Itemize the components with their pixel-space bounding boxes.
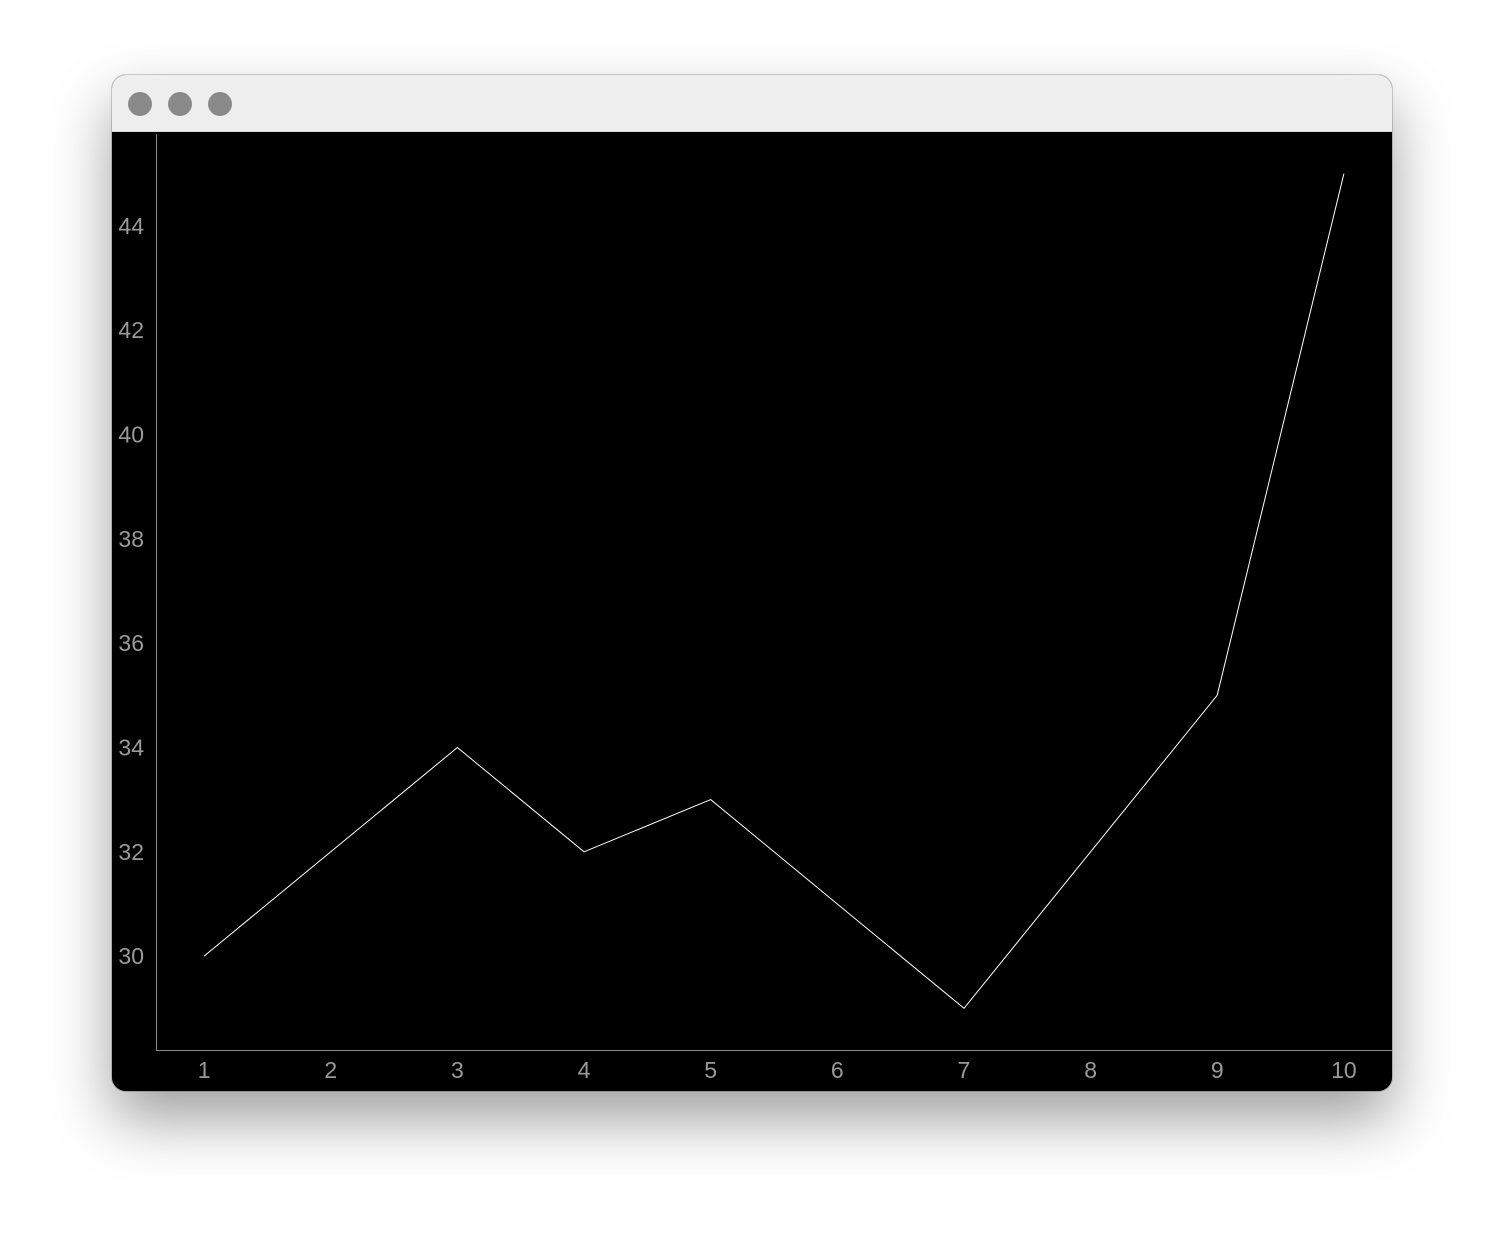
plot-background <box>112 132 1392 1091</box>
chart-area: 30 32 34 36 38 40 42 44 1 2 3 4 5 6 7 8 9 10 <box>112 132 1392 1091</box>
x-tick-label: 4 <box>578 1057 591 1083</box>
series-line <box>203 173 1345 1010</box>
zoom-button[interactable] <box>208 92 232 116</box>
x-tick-label: 6 <box>831 1057 844 1083</box>
x-tick-label: 3 <box>451 1057 464 1083</box>
app-window: 30 32 34 36 38 40 42 44 1 2 3 4 5 6 7 8 9 10 <box>112 75 1392 1091</box>
title-bar[interactable] <box>112 75 1392 132</box>
x-tick-label: 10 <box>1331 1057 1357 1083</box>
series-group <box>203 173 1345 1010</box>
y-tick-labels: 30 32 34 36 38 40 42 44 <box>118 213 144 969</box>
y-tick-label: 32 <box>118 839 144 865</box>
y-tick-label: 38 <box>118 526 144 552</box>
y-tick-label: 44 <box>118 213 144 239</box>
x-tick-label: 8 <box>1084 1057 1097 1083</box>
x-tick-label: 9 <box>1211 1057 1224 1083</box>
y-tick-label: 36 <box>118 630 144 656</box>
x-tick-label: 7 <box>958 1057 971 1083</box>
x-tick-label: 1 <box>198 1057 211 1083</box>
x-tick-labels: 1 2 3 4 5 6 7 8 9 10 <box>198 1057 1357 1083</box>
close-button[interactable] <box>128 92 152 116</box>
x-tick-label: 2 <box>324 1057 337 1083</box>
y-tick-label: 42 <box>118 317 144 343</box>
y-tick-label: 40 <box>118 422 144 448</box>
x-tick-label: 5 <box>704 1057 717 1083</box>
minimize-button[interactable] <box>168 92 192 116</box>
y-tick-label: 34 <box>118 734 144 760</box>
axes <box>156 134 1392 1051</box>
y-tick-label: 30 <box>118 943 144 969</box>
